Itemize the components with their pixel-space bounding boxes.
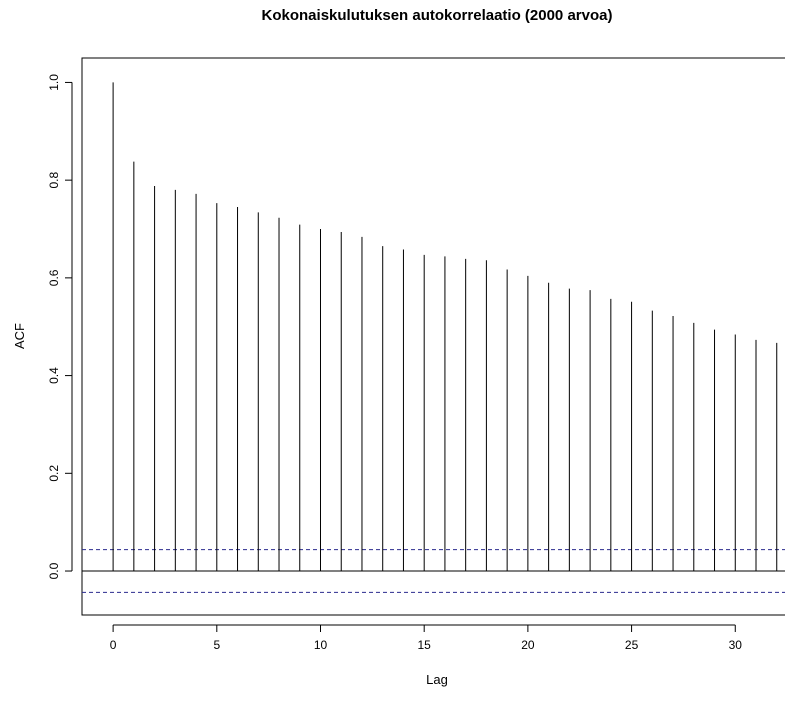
y-tick-label: 0.2	[47, 465, 61, 482]
y-tick-label: 0.6	[47, 269, 61, 286]
y-tick-label: 0.8	[47, 171, 61, 188]
x-tick-label: 25	[625, 638, 639, 652]
y-axis-label: ACF	[12, 323, 27, 349]
x-tick-label: 10	[314, 638, 328, 652]
plot-frame	[81, 57, 785, 616]
chart-title: Kokonaiskulutuksen autokorrelaatio (2000…	[262, 7, 613, 24]
y-axis: 0.0 0.2 0.4 0.6 0.8 1.0	[47, 74, 73, 579]
acf-spikes	[112, 82, 778, 572]
x-tick-label: 30	[729, 638, 743, 652]
y-tick-label: 1.0	[47, 74, 61, 91]
x-tick-label: 15	[418, 638, 432, 652]
x-tick-label: 20	[521, 638, 535, 652]
y-tick-label: 0.4	[47, 367, 61, 384]
x-axis-label: Lag	[426, 672, 448, 687]
x-tick-label: 0	[110, 638, 117, 652]
confidence-bounds	[82, 549, 785, 593]
x-axis: 0 5 10 15 20 25 30	[110, 624, 743, 652]
x-tick-label: 5	[213, 638, 220, 652]
y-tick-label: 0.0	[47, 562, 61, 579]
